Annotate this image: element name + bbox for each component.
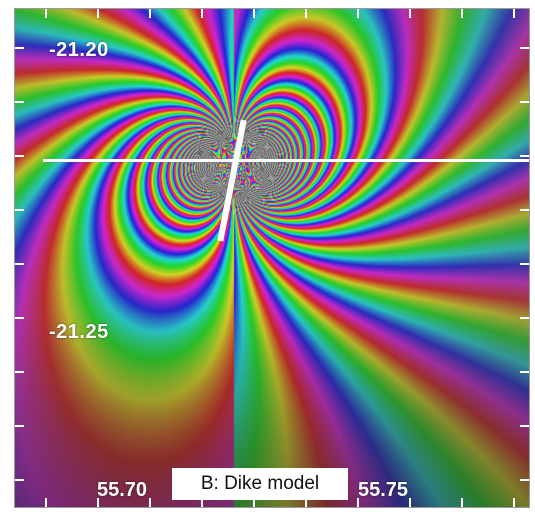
right-tick (520, 317, 529, 319)
bottom-tick (149, 498, 151, 507)
bottom-tick (201, 498, 203, 507)
top-tick (305, 9, 307, 18)
interferogram-map: -21.20 -21.25 55.70 55.75 B: Dike model (14, 8, 530, 508)
left-tick (15, 317, 24, 319)
bottom-tick (45, 498, 47, 507)
bottom-tick (305, 498, 307, 507)
top-tick (357, 9, 359, 18)
top-tick (513, 9, 515, 18)
right-tick (520, 209, 529, 211)
bottom-tick (461, 498, 463, 507)
left-tick (15, 371, 24, 373)
lat-label-top: -21.20 (49, 39, 109, 61)
bottom-tick (253, 498, 255, 507)
top-tick (97, 9, 99, 18)
right-tick (520, 47, 529, 49)
top-tick (149, 9, 151, 18)
bottom-tick (357, 498, 359, 507)
right-tick (520, 155, 529, 157)
lat-label-bottom: -21.25 (49, 321, 109, 343)
lon-label-right: 55.75 (358, 479, 409, 501)
bottom-tick (97, 498, 99, 507)
top-tick (461, 9, 463, 18)
model-caption: B: Dike model (172, 468, 348, 500)
right-tick (520, 425, 529, 427)
right-tick (520, 101, 529, 103)
right-tick (520, 479, 529, 481)
lon-label-left: 55.70 (97, 479, 148, 501)
top-tick (409, 9, 411, 18)
right-tick (520, 263, 529, 265)
top-tick (253, 9, 255, 18)
left-tick (15, 155, 24, 157)
top-tick (201, 9, 203, 18)
left-tick (15, 47, 24, 49)
deformation-fringes (15, 9, 529, 507)
bottom-tick (409, 498, 411, 507)
left-tick (15, 479, 24, 481)
bottom-tick (513, 498, 515, 507)
profile-line (43, 159, 529, 162)
top-tick (45, 9, 47, 18)
left-tick (15, 209, 24, 211)
left-tick (15, 425, 24, 427)
right-tick (520, 371, 529, 373)
left-tick (15, 101, 24, 103)
left-tick (15, 263, 24, 265)
